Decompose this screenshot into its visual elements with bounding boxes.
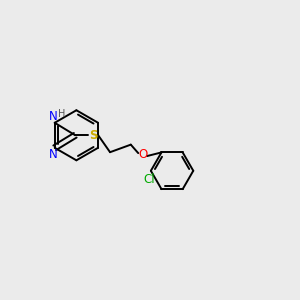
Text: O: O — [138, 148, 147, 161]
Text: H: H — [58, 109, 66, 119]
Text: N: N — [49, 148, 58, 161]
Text: Cl: Cl — [144, 172, 155, 185]
Text: N: N — [49, 110, 58, 123]
Text: S: S — [89, 129, 97, 142]
